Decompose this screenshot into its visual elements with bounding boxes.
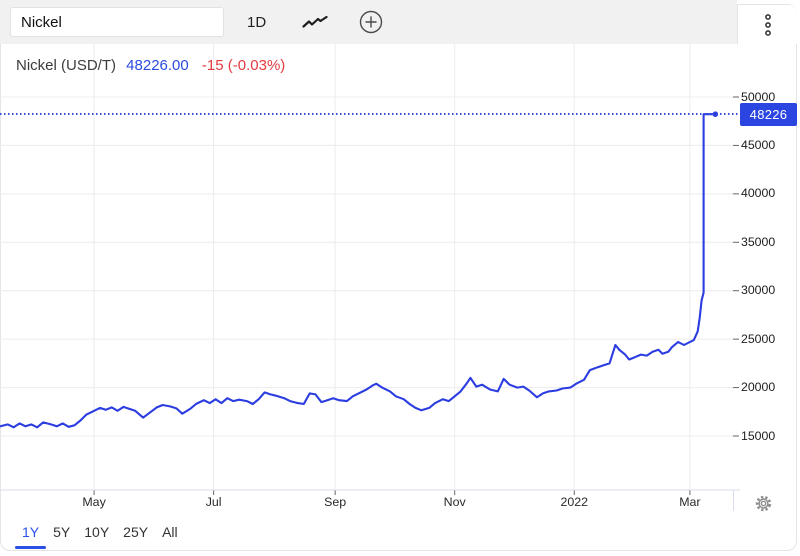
y-axis-label: 25000 bbox=[741, 331, 776, 346]
y-axis-label: 45000 bbox=[741, 137, 776, 152]
chart-settings-button[interactable] bbox=[752, 492, 774, 514]
range-tab-10y[interactable]: 10Y bbox=[84, 524, 110, 540]
interval-button[interactable]: 1D bbox=[247, 13, 267, 31]
instrument-title: Nickel (USD/T) bbox=[16, 57, 116, 74]
plot-area[interactable] bbox=[0, 44, 740, 512]
range-tab-all[interactable]: All bbox=[162, 524, 178, 540]
plus-circle-icon bbox=[359, 10, 383, 34]
y-axis-label: 35000 bbox=[741, 234, 776, 249]
x-axis-label: Jul bbox=[205, 495, 222, 509]
range-tab-25y[interactable]: 25Y bbox=[123, 524, 149, 540]
chart-card bbox=[0, 4, 797, 551]
chart-menu-button[interactable] bbox=[737, 5, 797, 44]
y-axis-label: 40000 bbox=[741, 186, 776, 201]
last-price-value: 48226.00 bbox=[126, 57, 189, 74]
range-tab-1y[interactable]: 1Y bbox=[22, 524, 40, 540]
y-axis-label: 20000 bbox=[741, 380, 776, 395]
y-axis-label: 50000 bbox=[741, 89, 776, 104]
x-axis-label: May bbox=[82, 495, 106, 509]
range-tabs: 1Y 5Y 10Y 25Y All bbox=[22, 524, 178, 540]
chart-type-button[interactable] bbox=[302, 15, 328, 29]
price-line-series bbox=[0, 113, 717, 429]
range-tab-5y[interactable]: 5Y bbox=[53, 524, 71, 540]
x-axis-label: Sep bbox=[324, 495, 347, 509]
line-squiggle-icon bbox=[302, 15, 328, 28]
y-axis-ticks bbox=[733, 96, 739, 437]
axis-corner-line bbox=[733, 490, 734, 511]
active-tab-underline bbox=[15, 546, 46, 549]
chart-header: Nickel (USD/T) 48226.00 -15 (-0.03%) bbox=[16, 57, 285, 74]
add-indicator-button[interactable] bbox=[359, 10, 383, 34]
gear-icon bbox=[755, 495, 771, 511]
y-axis-label: 30000 bbox=[741, 283, 776, 298]
x-axis-label: Nov bbox=[443, 495, 466, 509]
last-price-axis-tag: 48226 bbox=[740, 102, 797, 126]
last-price-dotted-line bbox=[0, 113, 741, 116]
x-axis-label: Mar bbox=[679, 495, 701, 509]
search-input[interactable] bbox=[10, 7, 224, 37]
x-axis-label: 2022 bbox=[560, 495, 589, 509]
kebab-menu-icon bbox=[764, 14, 771, 36]
y-axis-label: 15000 bbox=[741, 428, 776, 443]
price-change: -15 (-0.03%) bbox=[201, 57, 286, 74]
toolbar: 1D bbox=[0, 0, 737, 44]
